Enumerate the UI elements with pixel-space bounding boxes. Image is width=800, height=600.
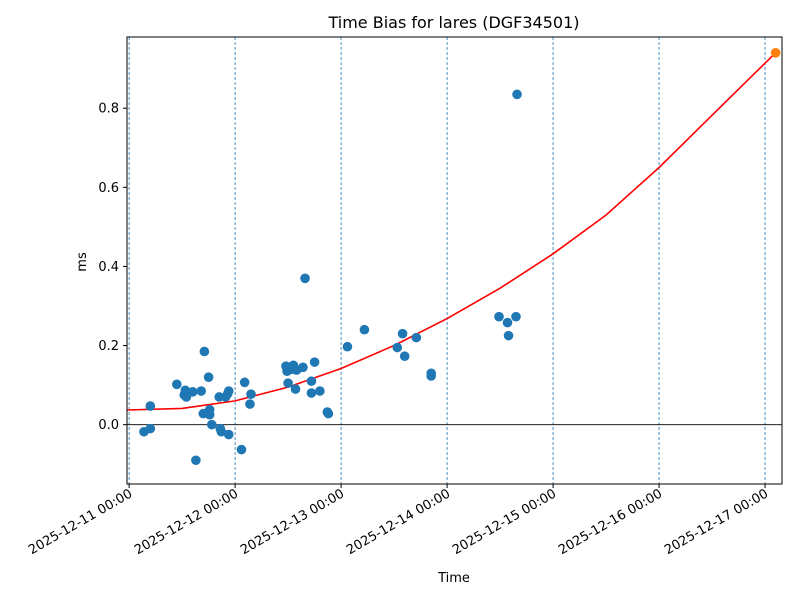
data-point-35 [300,273,310,284]
data-point-53 [511,311,521,322]
data-point-29 [283,378,293,388]
data-point-18 [216,426,227,437]
data-point-25 [245,399,255,409]
y-axis-label: ms [75,252,90,272]
x-tick-label-0: 2025-12-11 00:00 [26,486,135,558]
data-point-10 [199,346,210,357]
fit-curve [126,52,777,411]
plot-frame [126,36,783,485]
data-point-26 [246,389,256,400]
data-point-14 [203,372,214,382]
data-point-9 [196,386,206,396]
data-point-37 [306,376,317,386]
data-point-44 [392,342,403,353]
forecast-point-layer [770,48,781,58]
x-tick-label-3: 2025-12-14 00:00 [344,486,453,558]
forecast-point [770,48,781,58]
data-point-24 [239,377,250,388]
x-tick-label-2: 2025-12-13 00:00 [238,486,347,558]
data-point-42 [342,341,353,352]
chart-title: Time Bias for lares (DGF34501) [327,13,579,32]
data-point-47 [411,332,422,343]
data-point-8 [191,455,201,466]
data-point-2 [145,401,156,411]
vertical-gridlines [128,37,766,484]
data-point-50 [494,311,504,322]
data-point-36 [306,388,317,398]
y-tick-label-0: 0.0 [98,418,119,433]
data-point-43 [359,324,370,335]
x-tick-label-5: 2025-12-16 00:00 [556,486,665,558]
data-point-46 [399,351,410,362]
data-point-52 [503,330,514,341]
data-point-1 [145,423,156,434]
y-tick-label-3: 0.6 [98,181,119,196]
data-point-23 [236,444,247,455]
y-tick-label-4: 0.8 [98,102,119,117]
data-point-41 [323,408,334,419]
data-point-39 [315,386,325,396]
data-point-45 [397,328,408,339]
x-tick-label-6: 2025-12-17 00:00 [662,486,771,558]
data-points [139,89,522,466]
data-point-38 [309,357,320,367]
y-tick-label-2: 0.4 [98,260,119,275]
fit-curve-layer [126,52,777,411]
data-point-49 [426,371,436,381]
data-point-3 [172,379,182,390]
data-point-6 [181,392,192,402]
data-point-32 [290,384,301,394]
data-point-34 [298,362,308,373]
x-tick-label-1: 2025-12-12 00:00 [132,486,241,558]
x-axis-label: Time [437,571,470,586]
x-tick-label-4: 2025-12-15 00:00 [450,486,559,558]
data-point-51 [502,317,513,328]
data-point-54 [512,89,522,100]
data-point-21 [223,386,234,396]
y-tick-label-1: 0.2 [98,339,119,354]
data-point-15 [206,419,217,430]
data-point-22 [223,429,234,440]
y-axis-ticks: 0.0 0.2 0.4 0.6 0.8 [98,102,127,433]
data-point-7 [187,387,198,397]
data-point-13 [204,409,215,420]
